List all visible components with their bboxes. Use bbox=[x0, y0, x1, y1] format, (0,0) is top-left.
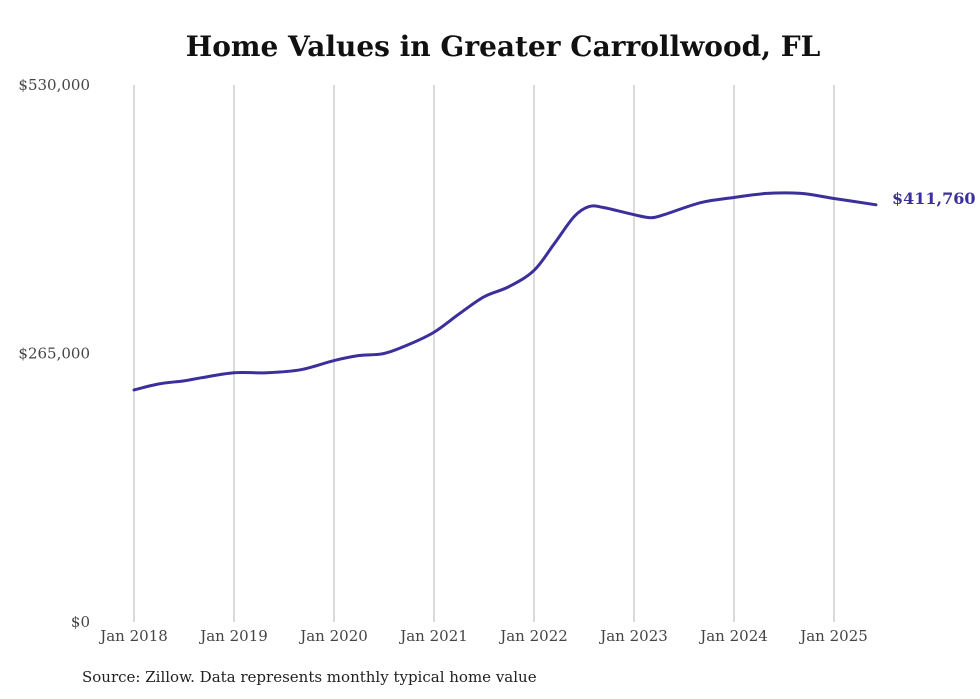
x-tick-label: Jan 2020 bbox=[298, 627, 368, 645]
x-tick-label: Jan 2023 bbox=[598, 627, 668, 645]
x-tick-label: Jan 2021 bbox=[398, 627, 468, 645]
y-tick-label: $0 bbox=[71, 613, 90, 631]
x-tick-label: Jan 2022 bbox=[498, 627, 568, 645]
x-tick-label: Jan 2024 bbox=[698, 627, 768, 645]
y-tick-label: $530,000 bbox=[18, 76, 90, 94]
series-line bbox=[132, 191, 878, 392]
x-tick-label: Jan 2025 bbox=[798, 627, 868, 645]
x-tick-label: Jan 2018 bbox=[98, 627, 168, 645]
end-value-label: $411,760 bbox=[892, 189, 976, 208]
x-tick-label: Jan 2019 bbox=[198, 627, 268, 645]
source-note: Source: Zillow. Data represents monthly … bbox=[82, 668, 537, 686]
chart-title: Home Values in Greater Carrollwood, FL bbox=[185, 30, 821, 63]
y-tick-label: $265,000 bbox=[18, 345, 90, 363]
